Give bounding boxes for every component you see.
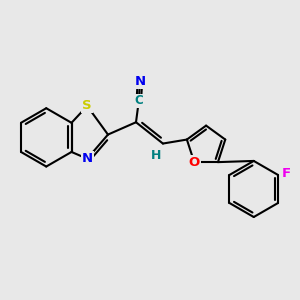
Text: H: H <box>151 149 161 162</box>
Text: C: C <box>134 94 143 107</box>
Text: S: S <box>82 100 92 112</box>
Text: N: N <box>82 152 93 165</box>
Text: O: O <box>189 156 200 169</box>
Text: F: F <box>281 167 290 180</box>
Text: N: N <box>134 75 146 88</box>
